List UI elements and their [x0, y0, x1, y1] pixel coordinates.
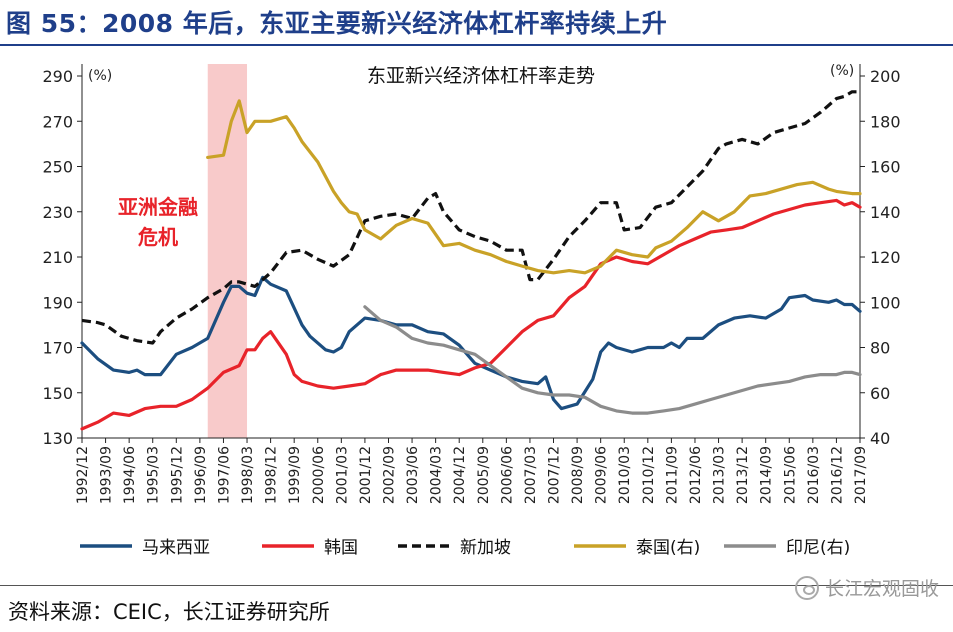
x-tick-label: 2012/06: [688, 446, 704, 504]
right-tick-label: 140: [870, 203, 901, 222]
right-tick-label: 60: [870, 384, 890, 403]
x-tick-label: 1995/12: [169, 446, 185, 504]
left-tick-label: 270: [42, 112, 73, 131]
x-tick-label: 1996/09: [193, 446, 209, 504]
x-tick-label: 2001/03: [334, 446, 350, 504]
x-tick-label: 2010/12: [641, 446, 657, 504]
right-unit-label: (%): [830, 63, 854, 79]
crisis-annotation: 亚洲金融: [118, 195, 198, 219]
right-tick-label: 200: [870, 67, 901, 86]
axes-layer: [77, 64, 865, 443]
left-tick-label: 210: [42, 248, 73, 267]
legend: 马来西亚 韩国 新加坡 泰国(右) 印尼(右): [80, 538, 850, 558]
crisis-annotation: 危机: [138, 225, 178, 249]
text-layer: 130 150 170 190 210 230 250 270 290 40 60 80 100 120 1…: [42, 63, 900, 504]
left-tick-label: 290: [42, 67, 73, 86]
right-tick-label: 120: [870, 248, 901, 267]
x-tick-label: 1997/06: [216, 446, 232, 504]
x-tick-label: 2000/06: [311, 446, 327, 504]
x-tick-label: 2007/03: [523, 446, 539, 504]
left-tick-label: 130: [42, 429, 73, 448]
x-tick-label: 1993/09: [99, 446, 115, 504]
series-layer: [80, 90, 862, 431]
x-tick-label: 2013/12: [735, 446, 751, 504]
x-tick-label: 2008/09: [570, 446, 586, 504]
x-tick-label: 2015/06: [782, 446, 798, 504]
right-tick-label: 160: [870, 158, 901, 177]
figure-title: 图 55：2008 年后，东亚主要新兴经济体杠杆率持续上升: [6, 9, 668, 38]
legend-label: 印尼(右): [786, 538, 850, 558]
wechat-icon: [794, 575, 819, 600]
left-tick-label: 230: [42, 203, 73, 222]
left-tick-label: 170: [42, 339, 73, 358]
x-tick-label: 2009/06: [594, 446, 610, 504]
x-tick-label: 2016/12: [829, 446, 845, 504]
right-tick-label: 180: [870, 112, 901, 131]
x-tick-label: 2007/12: [547, 446, 563, 504]
left-tick-label: 190: [42, 293, 73, 312]
watermark: 长江宏观固收: [794, 574, 939, 601]
x-tick-label: 2014/09: [759, 446, 775, 504]
right-tick-label: 40: [870, 429, 890, 448]
right-tick-label: 100: [870, 293, 901, 312]
x-tick-label: 2004/12: [452, 446, 468, 504]
source-divider: [0, 585, 953, 586]
legend-label: 马来西亚: [142, 538, 210, 558]
x-tick-label: 2003/06: [405, 446, 421, 504]
left-tick-label: 150: [42, 384, 73, 403]
x-tick-label: 1992/12: [75, 446, 91, 504]
series-line-3: [206, 99, 862, 275]
x-tick-label: 2001/12: [358, 446, 374, 504]
x-tick-label: 1998/03: [240, 446, 256, 504]
leverage-line-chart: 130 150 170 190 210 230 250 270 290 40 60 80 100 120 1…: [42, 63, 900, 558]
title-divider: [0, 44, 953, 46]
watermark-text: 长江宏观固收: [824, 578, 939, 600]
crisis-shade: [207, 64, 248, 438]
x-tick-label: 1998/12: [264, 446, 280, 504]
x-tick-label: 2006/06: [499, 446, 515, 504]
legend-label: 新加坡: [460, 538, 511, 558]
left-tick-label: 250: [42, 158, 73, 177]
x-tick-label: 2016/03: [806, 446, 822, 504]
series-line-4: [363, 305, 862, 415]
x-tick-label: 2017/09: [853, 446, 869, 504]
left-unit-label: (%): [88, 68, 112, 84]
right-tick-label: 80: [870, 339, 890, 358]
x-tick-label: 2010/03: [617, 446, 633, 504]
x-tick-label: 1999/09: [287, 446, 303, 504]
chart-title: 东亚新兴经济体杠杆率走势: [367, 65, 595, 87]
x-tick-label: 2004/03: [429, 446, 445, 504]
series-line-2: [81, 90, 860, 345]
x-tick-label: 2013/03: [712, 446, 728, 504]
x-tick-label: 1994/06: [122, 446, 138, 504]
x-tick-label: 2005/09: [476, 446, 492, 504]
legend-label: 泰国(右): [636, 538, 700, 558]
x-tick-label: 1995/03: [146, 446, 162, 504]
series-line-1: [80, 198, 862, 431]
legend-label: 韩国: [324, 538, 358, 558]
crisis-shade-layer: [207, 64, 248, 438]
x-tick-label: 2002/09: [381, 446, 397, 504]
x-tick-label: 2011/09: [664, 446, 680, 504]
source-note: 资料来源：CEIC，长江证券研究所: [8, 600, 330, 624]
